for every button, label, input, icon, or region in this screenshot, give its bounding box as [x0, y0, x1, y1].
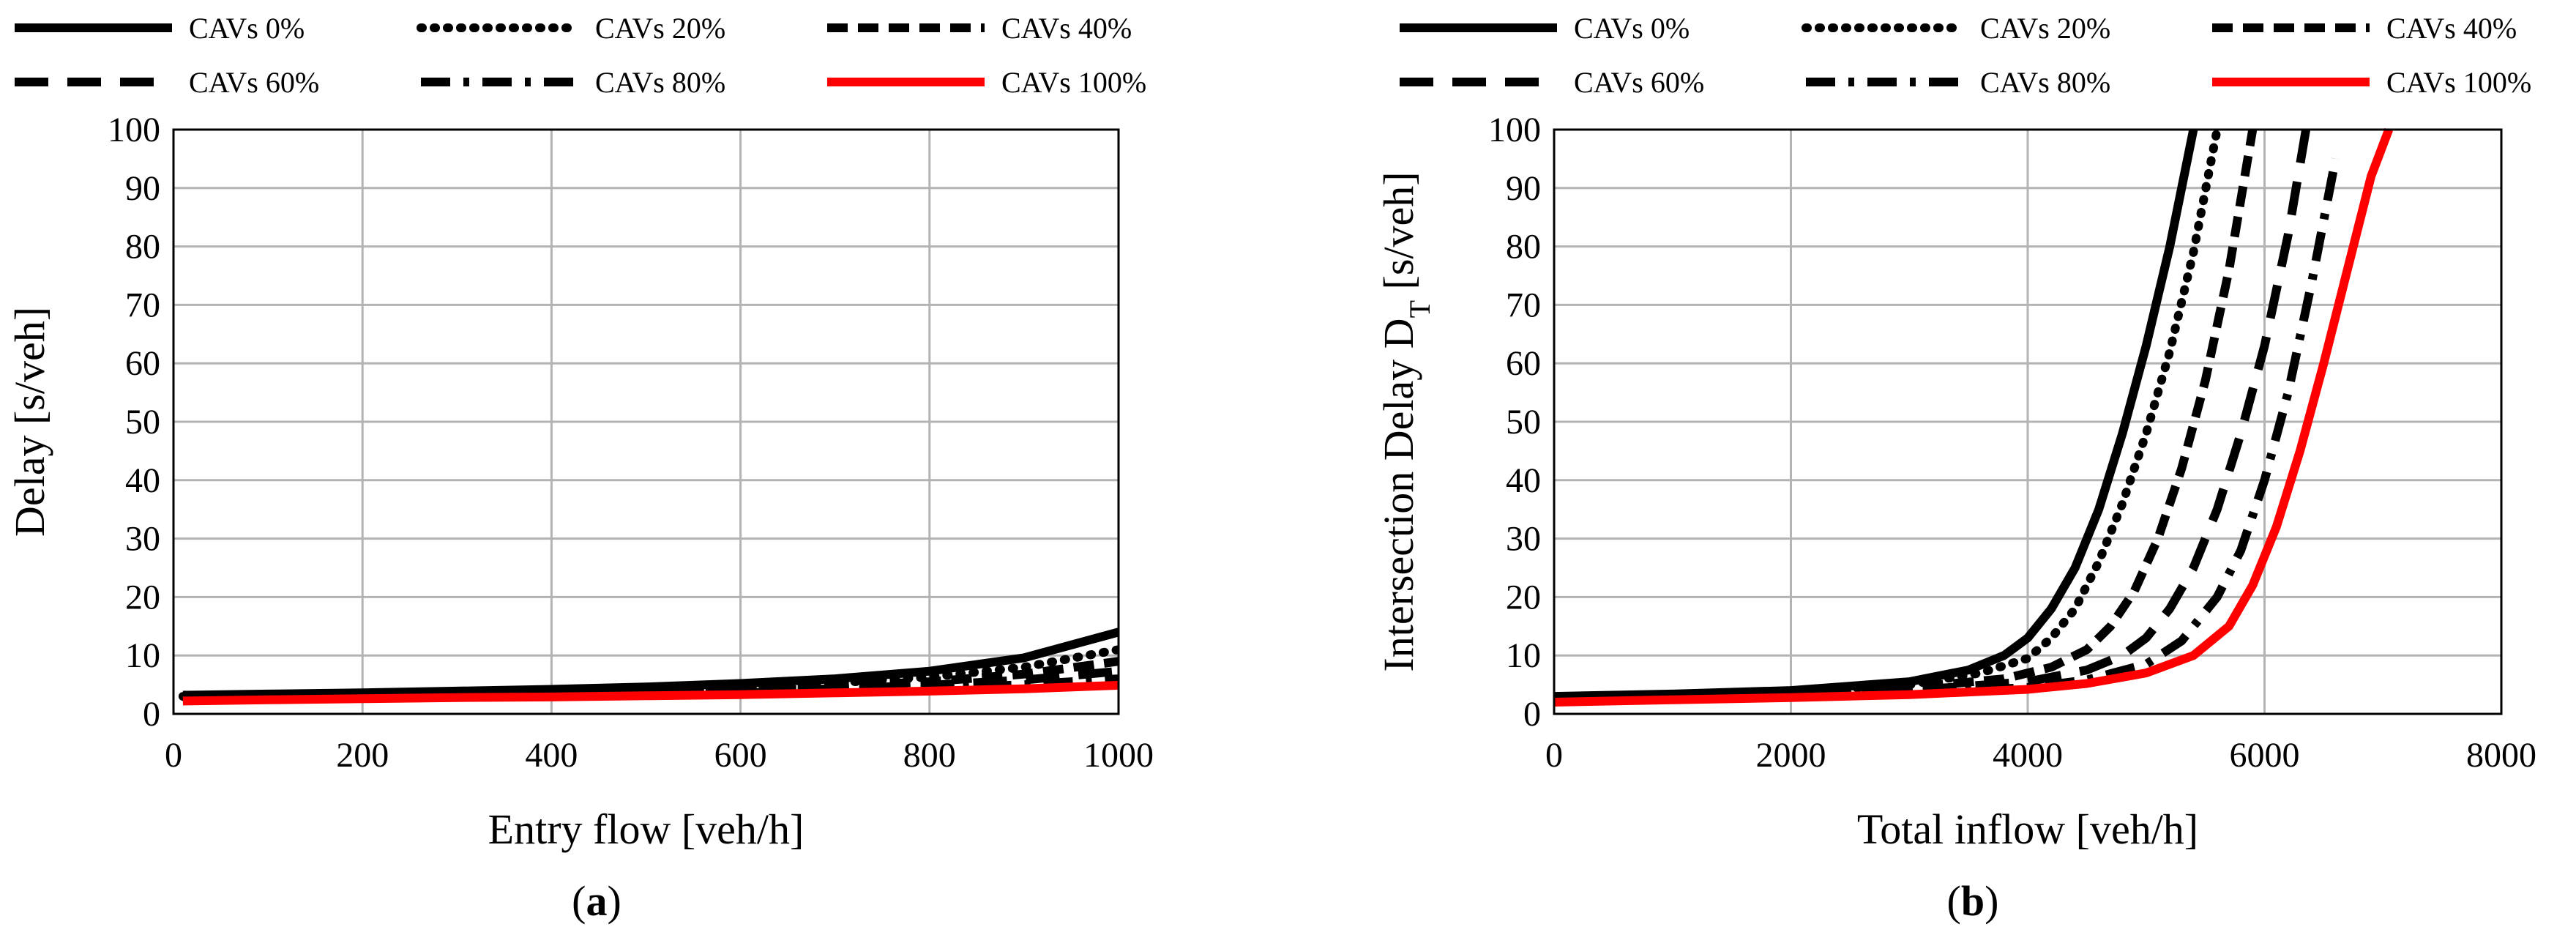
- series-line-2: [182, 657, 1119, 702]
- x-tick-label: 8000: [2466, 736, 2536, 775]
- legend: CAVs 0% CAVs 20% CAVs 40% CAVs 60% CAVs 80% C…: [15, 12, 1146, 99]
- plot-frame: [172, 128, 1120, 715]
- y-tick-label: 70: [1506, 286, 1541, 324]
- y-tick-label: 100: [108, 111, 160, 149]
- y-tick-label: 70: [125, 286, 160, 324]
- legend-label: CAVs 20%: [595, 12, 725, 45]
- x-tick-label: 6000: [2230, 736, 2300, 775]
- y-tick-label: 20: [125, 578, 160, 616]
- x-axis-title: Entry flow [veh/h]: [488, 805, 804, 853]
- series-line-0: [1554, 128, 2198, 701]
- legend-label: CAVs 100%: [2386, 66, 2531, 99]
- x-tick-label: 4000: [1993, 736, 2063, 775]
- y-tick-label: 30: [125, 520, 160, 559]
- x-tick-label: 800: [903, 736, 956, 775]
- y-tick-label: 60: [1506, 344, 1541, 383]
- legend-label: CAVs 0%: [1574, 12, 1690, 45]
- x-tick-label: 0: [165, 736, 182, 775]
- y-tick-label: 90: [125, 169, 160, 208]
- chart-panel-b: 0 10 20 30 40 50 60 70 80 90 100 0 2000 4000 6000 8000 T…: [1375, 12, 2536, 925]
- series-line-1: [1554, 127, 2222, 702]
- legend-label: CAVs 40%: [2386, 12, 2517, 45]
- y-tick-label: 40: [125, 461, 160, 500]
- x-tick-label: 400: [525, 736, 578, 775]
- panel-caption: (a): [572, 877, 621, 925]
- legend-label: CAVs 0%: [189, 12, 305, 45]
- y-tick-label: 40: [1506, 461, 1541, 500]
- series-line-4: [1554, 157, 2340, 705]
- plot-frame: [1553, 128, 2503, 715]
- x-axis-title: Total inflow [veh/h]: [1857, 805, 2198, 853]
- legend-label: CAVs 80%: [595, 66, 725, 99]
- legend-label: CAVs 40%: [1001, 12, 1132, 45]
- x-tick-label: 600: [714, 736, 767, 775]
- y-tick-label: 50: [125, 403, 160, 442]
- legend-label: CAVs 60%: [1574, 66, 1704, 99]
- y-tick-label: 30: [1506, 520, 1541, 559]
- series-line-5: [182, 680, 1119, 706]
- legend: CAVs 0% CAVs 20% CAVs 40% CAVs 60% CAVs 80% C…: [1400, 12, 2531, 99]
- y-tick-label: 20: [1506, 578, 1541, 616]
- y-tick-label: 0: [1523, 695, 1541, 734]
- series-line-5: [1554, 127, 2393, 707]
- y-tick-label: 50: [1506, 403, 1541, 442]
- legend-label: CAVs 80%: [1980, 66, 2110, 99]
- panel-caption: (b): [1947, 877, 1999, 925]
- x-tick-label: 2000: [1756, 736, 1826, 775]
- y-tick-label: 0: [143, 695, 160, 734]
- y-tick-label: 80: [1506, 228, 1541, 267]
- x-tick-label: 0: [1545, 736, 1563, 775]
- y-axis-title: Intersection Delay DT [s/veh]: [1375, 171, 1436, 671]
- y-tick-label: 10: [1506, 636, 1541, 675]
- y-axis-title: Delay [s/veh]: [6, 307, 53, 537]
- x-tick-label: 200: [336, 736, 389, 775]
- y-tick-label: 60: [125, 344, 160, 383]
- y-tick-label: 80: [125, 228, 160, 267]
- legend-label: CAVs 100%: [1001, 66, 1146, 99]
- y-tick-label: 10: [125, 636, 160, 675]
- y-tick-label: 100: [1488, 111, 1541, 149]
- legend-label: CAVs 20%: [1980, 12, 2110, 45]
- series-group: [1554, 127, 2393, 707]
- x-tick-label: 1000: [1083, 736, 1154, 775]
- y-tick-label: 90: [1506, 169, 1541, 208]
- series-group: [178, 627, 1119, 706]
- legend-label: CAVs 60%: [189, 66, 319, 99]
